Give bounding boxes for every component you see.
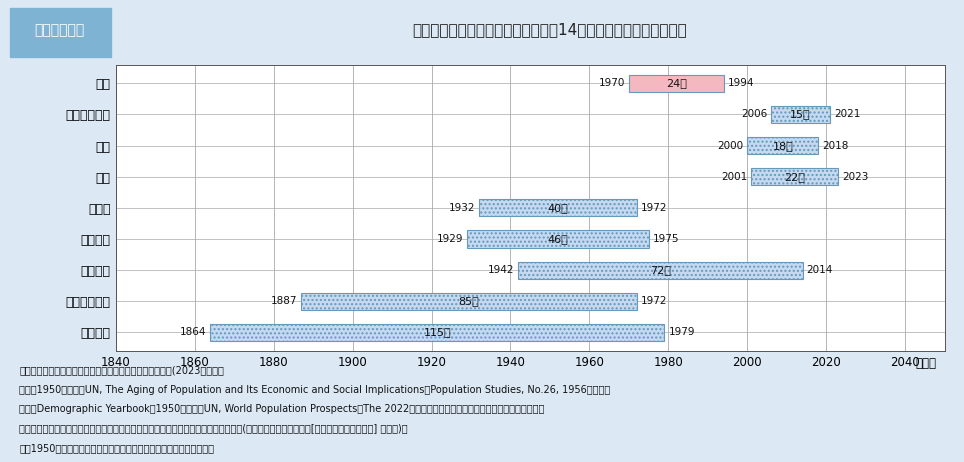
Text: 2018: 2018 bbox=[822, 140, 848, 151]
Text: 1942: 1942 bbox=[488, 265, 515, 275]
Text: 40年: 40年 bbox=[548, 203, 568, 213]
Text: 資料：国立社会保障・人口問題研究所「人口統計資料集」(2023）改訂版: 資料：国立社会保障・人口問題研究所「人口統計資料集」(2023）改訂版 bbox=[19, 365, 224, 376]
Text: 1979: 1979 bbox=[668, 328, 695, 337]
FancyBboxPatch shape bbox=[519, 261, 803, 279]
Text: 1972: 1972 bbox=[641, 296, 667, 306]
Text: 1975: 1975 bbox=[653, 234, 679, 244]
Text: 主要国における高齢化率が７％から14％へ達するまでの所要年数: 主要国における高齢化率が７％から14％へ達するまでの所要年数 bbox=[412, 23, 687, 37]
Text: 115年: 115年 bbox=[423, 328, 451, 337]
Text: 2006: 2006 bbox=[740, 109, 767, 120]
FancyBboxPatch shape bbox=[771, 106, 830, 123]
Text: 2023: 2023 bbox=[843, 172, 869, 182]
FancyBboxPatch shape bbox=[301, 293, 637, 310]
Text: 2000: 2000 bbox=[717, 140, 743, 151]
Text: 46年: 46年 bbox=[548, 234, 568, 244]
FancyBboxPatch shape bbox=[747, 137, 818, 154]
Text: 18年: 18年 bbox=[772, 140, 793, 151]
Text: 72年: 72年 bbox=[650, 265, 671, 275]
Text: 24年: 24年 bbox=[666, 79, 686, 88]
Text: 1950年以前は既知年次のデータを基に補間推計したものによる。: 1950年以前は既知年次のデータを基に補間推計したものによる。 bbox=[19, 443, 214, 453]
Text: 2021: 2021 bbox=[834, 109, 861, 120]
Text: 1887: 1887 bbox=[271, 296, 297, 306]
FancyBboxPatch shape bbox=[629, 75, 724, 92]
Text: Demographic Yearbook、1950年以降はUN, World Population Prospects：The 2022（中位推計）による。ただ: Demographic Yearbook、1950年以降はUN, World P… bbox=[19, 404, 545, 414]
FancyBboxPatch shape bbox=[10, 8, 111, 57]
FancyBboxPatch shape bbox=[479, 199, 637, 217]
Text: 1972: 1972 bbox=[641, 203, 667, 213]
FancyBboxPatch shape bbox=[467, 231, 649, 248]
FancyBboxPatch shape bbox=[210, 324, 664, 341]
Text: 1929: 1929 bbox=[437, 234, 463, 244]
Text: 図１－１－７: 図１－１－７ bbox=[35, 23, 85, 37]
Text: 1932: 1932 bbox=[448, 203, 475, 213]
Text: （年）: （年） bbox=[916, 357, 937, 370]
Text: 1864: 1864 bbox=[180, 328, 206, 337]
Text: 2001: 2001 bbox=[721, 172, 747, 182]
Text: 「国勢調査報告」および国立社会保障・人口問題研究所『日本の将来推計人口』(令和５年推計）による（[出生中位（死亡中位）] 推計値)。: 「国勢調査報告」および国立社会保障・人口問題研究所『日本の将来推計人口』(令和５… bbox=[19, 423, 408, 433]
Text: 1970: 1970 bbox=[599, 79, 625, 88]
Text: 1994: 1994 bbox=[728, 79, 754, 88]
Text: 15年: 15年 bbox=[790, 109, 811, 120]
Text: （注）1950年以前はUN, The Aging of Population and Its Economic and Social Implications（: （注）1950年以前はUN, The Aging of Population a… bbox=[19, 385, 610, 395]
Text: 85年: 85年 bbox=[459, 296, 479, 306]
Text: 22年: 22年 bbox=[785, 172, 805, 182]
Text: 2014: 2014 bbox=[807, 265, 833, 275]
FancyBboxPatch shape bbox=[751, 168, 838, 185]
